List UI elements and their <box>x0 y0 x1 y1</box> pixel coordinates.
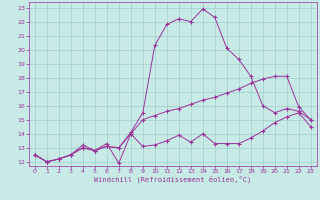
X-axis label: Windchill (Refroidissement éolien,°C): Windchill (Refroidissement éolien,°C) <box>94 176 252 183</box>
